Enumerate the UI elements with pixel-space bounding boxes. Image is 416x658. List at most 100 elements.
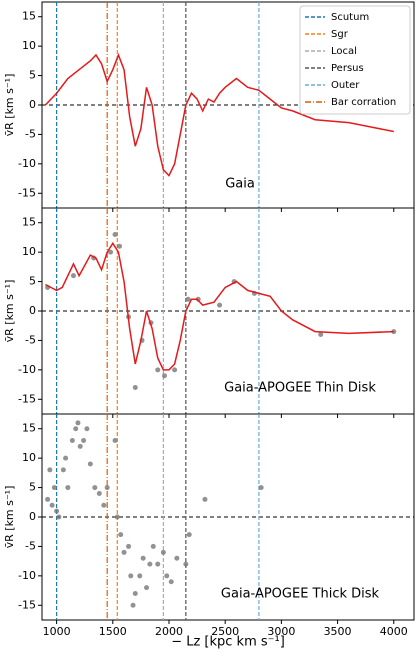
x-tick-label: 2500 <box>211 625 239 638</box>
data-point <box>63 455 69 461</box>
data-point <box>186 532 192 538</box>
data-point <box>87 461 93 467</box>
data-point <box>77 443 83 449</box>
data-point <box>147 561 153 567</box>
data-point <box>56 514 62 520</box>
y-tick-label: 0 <box>29 98 36 111</box>
data-point <box>318 332 324 338</box>
data-point <box>45 496 51 502</box>
y-tick-label: 5 <box>29 481 36 494</box>
y-tick-label: -10 <box>18 569 36 582</box>
y-axis-label: v̄R [km s⁻¹] <box>3 486 16 549</box>
data-point <box>168 579 174 585</box>
data-point <box>172 367 178 373</box>
y-tick-label: -5 <box>25 333 36 346</box>
y-tick-label: 5 <box>29 275 36 288</box>
y-axis-label: v̄R [km s⁻¹] <box>3 280 16 343</box>
data-point <box>140 555 146 561</box>
data-point <box>69 437 75 443</box>
data-point <box>101 502 107 508</box>
x-tick-label: 1500 <box>99 625 127 638</box>
data-point <box>164 573 170 579</box>
curve <box>45 241 394 371</box>
y-tick-label: -15 <box>18 186 36 199</box>
data-point <box>54 508 60 514</box>
data-point <box>117 243 123 249</box>
data-point <box>126 543 132 549</box>
legend-label: Bar corration <box>331 97 396 108</box>
data-point <box>195 296 201 302</box>
panel-label: Gaia-APOGEE Thick Disk <box>221 587 380 602</box>
data-point <box>112 231 118 237</box>
y-tick-label: 5 <box>29 69 36 82</box>
data-point <box>132 385 138 391</box>
data-point <box>47 467 53 473</box>
x-tick-label: 2000 <box>155 625 183 638</box>
data-point <box>174 555 180 561</box>
legend-label: Persus <box>331 63 364 74</box>
data-point <box>81 437 87 443</box>
y-tick-label: 10 <box>22 39 36 52</box>
y-tick-label: 15 <box>22 422 36 435</box>
data-point <box>144 585 150 591</box>
y-tick-label: -5 <box>25 539 36 552</box>
y-tick-label: 15 <box>22 216 36 229</box>
data-point <box>183 561 189 567</box>
panel-label: Gaia-APOGEE Thin Disk <box>224 381 376 396</box>
y-tick-label: 0 <box>29 304 36 317</box>
data-point <box>202 496 208 502</box>
y-tick-label: 15 <box>22 10 36 23</box>
y-tick-label: -15 <box>18 598 36 611</box>
legend-label: Outer <box>331 80 360 91</box>
data-point <box>132 591 138 597</box>
legend-label: Sgr <box>331 29 349 40</box>
data-point <box>96 490 102 496</box>
y-tick-label: 10 <box>22 245 36 258</box>
data-point <box>108 249 114 255</box>
y-tick-label: -10 <box>18 363 36 376</box>
data-point <box>162 373 168 379</box>
y-axis-label: v̄R [km s⁻¹] <box>3 74 16 137</box>
x-tick-label: 3000 <box>267 625 295 638</box>
data-point <box>128 573 134 579</box>
legend-frame <box>299 5 411 115</box>
data-point <box>150 543 156 549</box>
data-point <box>112 437 118 443</box>
x-tick-label: 4000 <box>380 625 408 638</box>
data-point <box>121 549 127 555</box>
curve <box>44 52 394 177</box>
data-point <box>60 467 66 473</box>
legend-label: Local <box>331 46 357 57</box>
data-point <box>130 602 136 608</box>
data-point <box>84 426 90 432</box>
data-point <box>70 273 76 279</box>
x-axis-label: − Lz [kpc km s⁻¹] <box>171 635 285 650</box>
y-tick-label: 10 <box>22 451 36 464</box>
data-point <box>92 485 98 491</box>
x-tick-label: 3500 <box>324 625 352 638</box>
data-point <box>73 426 79 432</box>
y-tick-label: -10 <box>18 157 36 170</box>
data-point <box>49 502 55 508</box>
y-tick-label: -5 <box>25 127 36 140</box>
data-point <box>155 561 161 567</box>
y-tick-label: -15 <box>18 392 36 405</box>
data-point <box>137 573 143 579</box>
data-point <box>51 485 57 491</box>
x-tick-label: 1000 <box>43 625 71 638</box>
data-point <box>155 367 161 373</box>
legend: Scutum Sgr Local Persus Outer Bar corration <box>299 5 411 115</box>
data-point <box>217 302 223 308</box>
y-tick-label: 0 <box>29 510 36 523</box>
data-point <box>185 296 191 302</box>
legend-label: Scutum <box>331 12 369 23</box>
panel-label: Gaia <box>225 177 255 192</box>
data-point <box>160 549 166 555</box>
data-point <box>104 485 110 491</box>
data-point <box>258 485 264 491</box>
data-point <box>65 485 71 491</box>
data-point <box>75 420 81 426</box>
data-point <box>114 514 120 520</box>
data-point <box>118 532 124 538</box>
